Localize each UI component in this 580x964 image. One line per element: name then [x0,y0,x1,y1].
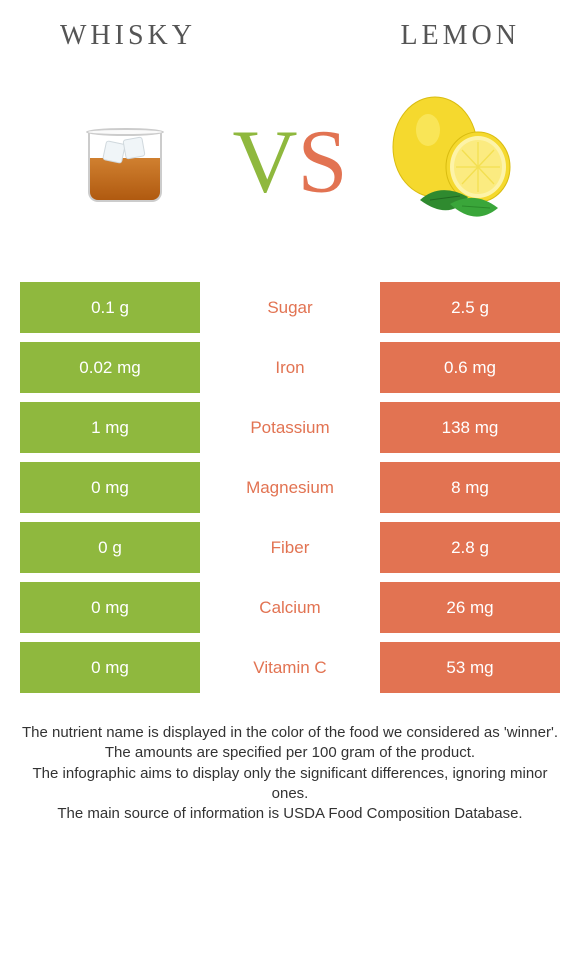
nutrient-name-cell: Fiber [200,522,380,573]
header: WHISKY LEMON [0,0,580,52]
left-value-cell: 1 mg [20,402,200,453]
right-value-cell: 26 mg [380,582,560,633]
footer-line-4: The main source of information is USDA F… [20,804,560,824]
right-value-cell: 8 mg [380,462,560,513]
table-row: 0.1 gSugar2.5 g [20,282,560,333]
table-row: 1 mgPotassium138 mg [20,402,560,453]
footer-line-1: The nutrient name is displayed in the co… [20,723,560,743]
table-row: 0 gFiber2.8 g [20,522,560,573]
nutrient-name-cell: Magnesium [200,462,380,513]
left-value-cell: 0 g [20,522,200,573]
comparison-table: 0.1 gSugar2.5 g 0.02 mgIron0.6 mg 1 mgPota… [20,282,560,693]
left-value-cell: 0 mg [20,642,200,693]
lemon-icon [380,82,520,222]
right-value-cell: 138 mg [380,402,560,453]
nutrient-name-cell: Potassium [200,402,380,453]
nutrient-name-cell: Calcium [200,582,380,633]
whisky-image [70,72,180,182]
lemon-image [380,72,520,212]
images-row: VS [0,62,580,262]
table-row: 0 mgVitamin C53 mg [20,642,560,693]
left-value-cell: 0.1 g [20,282,200,333]
nutrient-name-cell: Vitamin C [200,642,380,693]
table-row: 0 mgMagnesium8 mg [20,462,560,513]
table-row: 0.02 mgIron0.6 mg [20,342,560,393]
vs-label: VS [232,111,347,214]
whisky-glass-icon [70,102,180,212]
nutrient-name-cell: Sugar [200,282,380,333]
left-value-cell: 0.02 mg [20,342,200,393]
footer-notes: The nutrient name is displayed in the co… [20,723,560,824]
left-value-cell: 0 mg [20,582,200,633]
left-value-cell: 0 mg [20,462,200,513]
footer-line-3: The infographic aims to display only the… [20,764,560,805]
nutrient-name-cell: Iron [200,342,380,393]
right-value-cell: 53 mg [380,642,560,693]
vs-v: V [232,113,297,212]
right-title: LEMON [400,20,520,52]
right-value-cell: 0.6 mg [380,342,560,393]
right-value-cell: 2.5 g [380,282,560,333]
left-title: WHISKY [60,20,196,52]
vs-s: S [297,113,347,212]
right-value-cell: 2.8 g [380,522,560,573]
footer-line-2: The amounts are specified per 100 gram o… [20,743,560,763]
table-row: 0 mgCalcium26 mg [20,582,560,633]
